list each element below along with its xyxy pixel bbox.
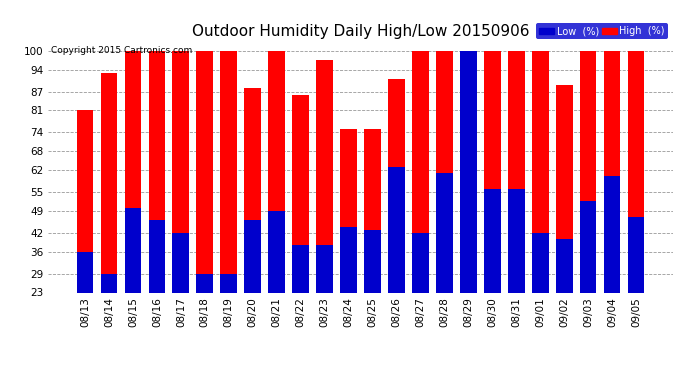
Legend: Low  (%), High  (%): Low (%), High (%) [536,24,668,39]
Bar [268,51,285,292]
Bar [244,88,261,292]
Bar [580,51,596,292]
Bar [220,274,237,292]
Bar [101,73,117,292]
Bar [293,94,309,292]
Bar [293,245,309,292]
Bar [364,230,381,292]
Title: Outdoor Humidity Daily High/Low 20150906: Outdoor Humidity Daily High/Low 20150906 [192,24,529,39]
Bar [316,60,333,292]
Bar [436,51,453,292]
Bar [268,211,285,292]
Bar [125,51,141,292]
Bar [316,245,333,292]
Bar [412,51,428,292]
Bar [484,51,501,292]
Bar [604,176,620,292]
Bar [172,51,189,292]
Bar [388,167,405,292]
Bar [388,79,405,292]
Bar [125,208,141,292]
Bar [101,274,117,292]
Bar [604,51,620,292]
Bar [460,51,477,292]
Bar [628,51,644,292]
Bar [628,217,644,292]
Bar [148,220,166,292]
Bar [460,51,477,292]
Bar [148,51,166,292]
Bar [412,233,428,292]
Bar [532,233,549,292]
Bar [340,129,357,292]
Text: Copyright 2015 Cartronics.com: Copyright 2015 Cartronics.com [52,46,193,55]
Bar [197,274,213,292]
Bar [508,51,524,292]
Bar [555,85,573,292]
Bar [172,233,189,292]
Bar [77,252,93,292]
Bar [340,226,357,292]
Bar [580,201,596,292]
Bar [244,220,261,292]
Bar [532,51,549,292]
Bar [484,189,501,292]
Bar [220,51,237,292]
Bar [364,129,381,292]
Bar [197,51,213,292]
Bar [555,239,573,292]
Bar [508,189,524,292]
Bar [77,110,93,292]
Bar [436,173,453,292]
